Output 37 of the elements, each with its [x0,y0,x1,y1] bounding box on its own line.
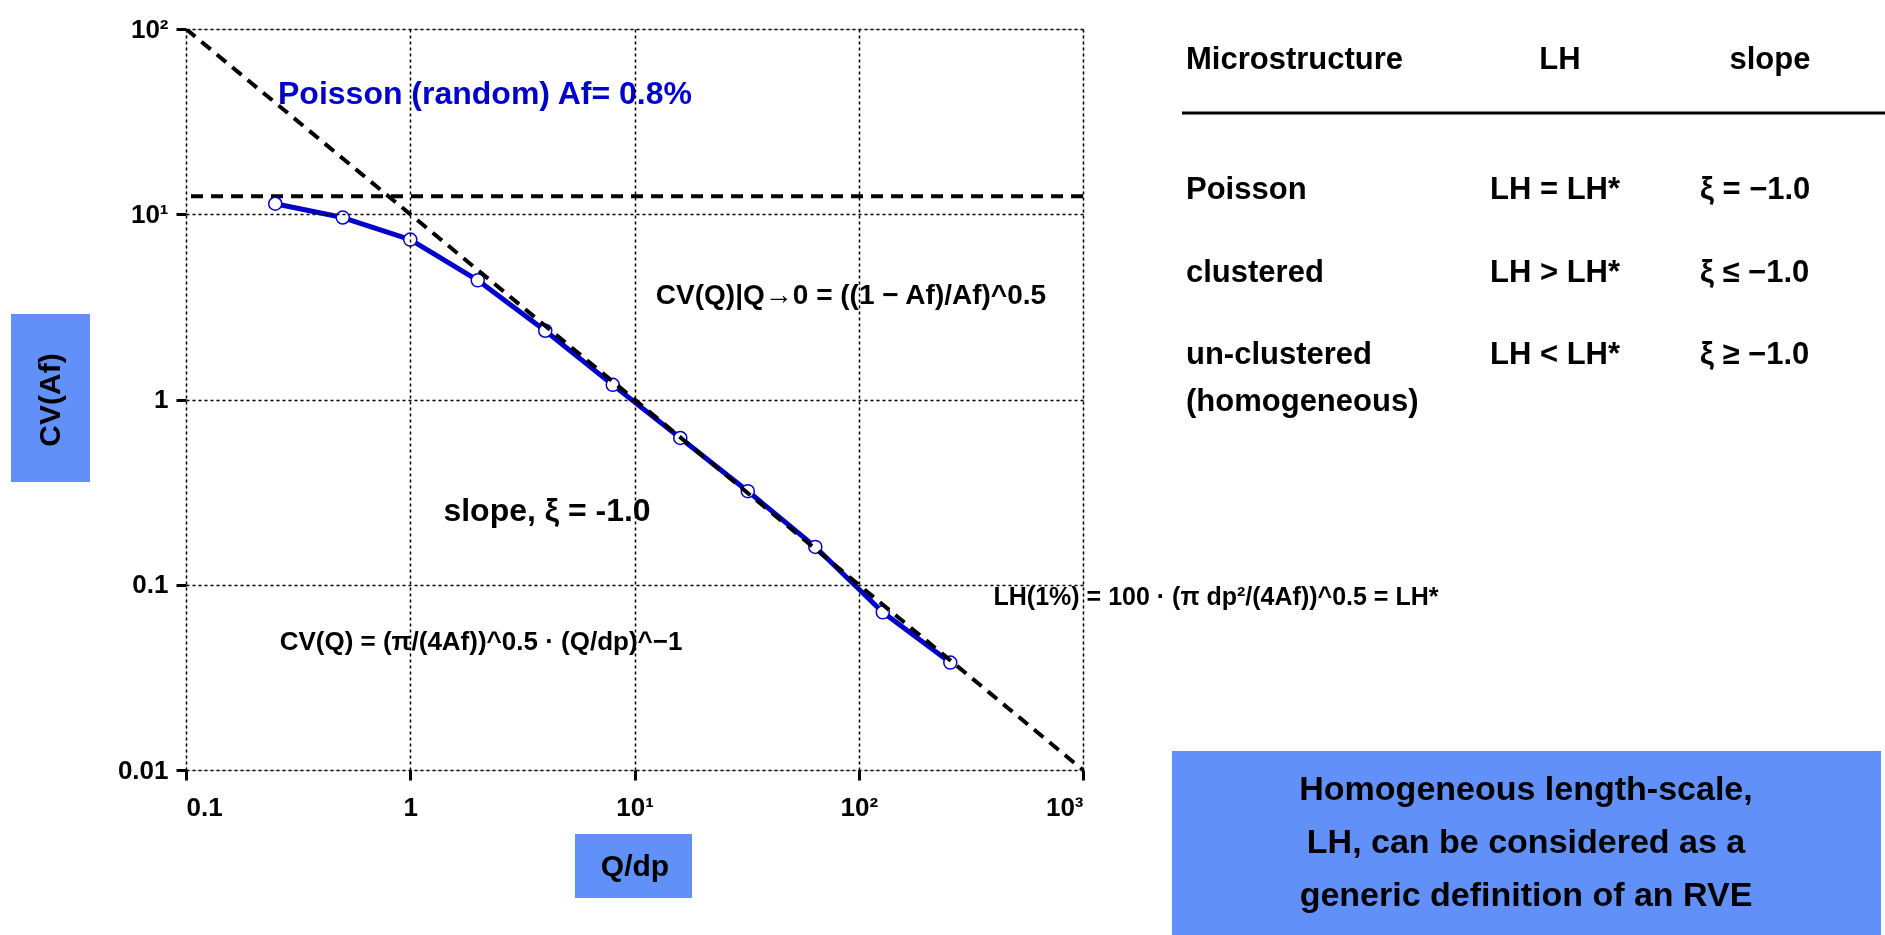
text: LH, can be considered as a [1306,822,1747,860]
text: clustered [1186,254,1324,289]
y-tick-label: 10¹ [130,198,169,229]
text: Homogeneous length-scale, [1299,769,1753,807]
text: ξ = −1.0 [1700,171,1811,206]
x-tick-label: 10² [840,791,879,822]
text: generic definition of an RVE [1299,875,1753,913]
text: slope [1729,41,1811,76]
x-axis-title: Q/dp [600,848,670,882]
text: Poisson [1186,171,1307,206]
text: ξ ≤ −1.0 [1700,254,1810,289]
text: ξ ≥ −1.0 [1700,336,1810,371]
x-tick-label: 0.1 [186,791,223,822]
y-axis-title: CV(Af) [32,353,66,447]
point [335,210,351,225]
y-tick-label: 10² [130,13,169,44]
y-tick-label: 1 [154,384,169,414]
y-tick-label: 0.1 [132,569,169,600]
point [267,196,283,211]
annotation: CV(Q) = (π/(4Af))^0.5 · (Q/dp)^−1 [279,626,683,656]
text: LH = LH* [1490,171,1621,206]
text: Microstructure [1186,41,1404,76]
x-tick-label: 10¹ [616,791,654,822]
annotation: LH(1%) = 100 · (π dp²/(4Af))^0.5 = LH* [993,582,1439,610]
text: LH < LH* [1490,336,1621,371]
text: LH [1539,41,1581,76]
annotation: slope, ξ = -1.0 [443,492,651,528]
text: (homogeneous) [1186,383,1419,418]
annotation: Poisson (random) Af= 0.8% [278,75,692,111]
point [470,273,486,288]
text: LH > LH* [1490,254,1621,289]
point [402,232,418,247]
annotation: CV(Q)|Q→0 = ((1 − Af)/Af)^0.5 [655,279,1047,310]
x-tick-label: 10³ [1045,791,1084,822]
text: un-clustered [1186,336,1373,371]
y-tick-label: 0.01 [117,754,169,785]
x-tick-label: 1 [403,791,418,822]
